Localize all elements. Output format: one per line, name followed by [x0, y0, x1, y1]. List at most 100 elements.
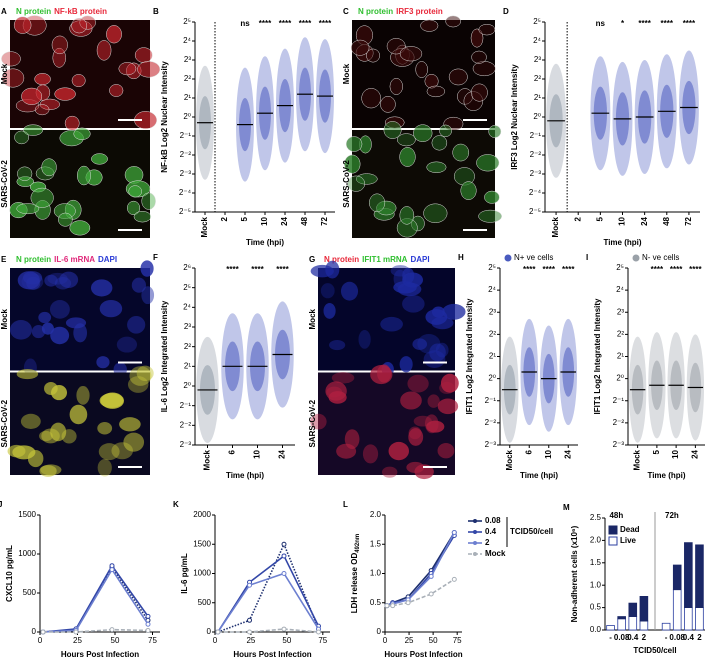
- cell: [31, 325, 46, 339]
- y-tick-label: 2⁻³: [530, 169, 542, 178]
- row-label: SARS-CoV-2: [308, 399, 317, 447]
- y-axis-label-text: LDH release OD: [350, 553, 359, 614]
- cell: [123, 432, 145, 452]
- cell: [128, 185, 142, 198]
- series-line: [42, 568, 149, 633]
- legend-label: N+ ve cells: [514, 253, 553, 262]
- significance: ****: [543, 265, 556, 274]
- y-tick-label: 2¹: [184, 361, 191, 370]
- significance: *: [621, 19, 625, 28]
- y-tick-label: 2⁻²: [485, 418, 497, 427]
- x-tick-label: 0.4: [627, 633, 639, 642]
- significance: ****: [523, 265, 536, 274]
- legend-swatch: [632, 254, 640, 262]
- micrograph: [10, 20, 150, 128]
- cell: [69, 404, 88, 425]
- cell: [426, 161, 447, 173]
- x-tick-label: Mock: [203, 449, 212, 470]
- y-tick-label: 2⁻⁴: [179, 188, 192, 197]
- y-axis-label: IL-6 pg/mL: [180, 553, 189, 594]
- y-tick-label: 2⁻³: [485, 440, 497, 449]
- cell: [23, 124, 44, 136]
- cell: [320, 283, 335, 299]
- x-tick-label: 24: [280, 216, 289, 225]
- y-tick-label: 0.5: [590, 603, 602, 612]
- cell: [448, 68, 468, 86]
- cell: [435, 342, 449, 358]
- cell: [99, 300, 123, 318]
- y-axis-label-text: IL-6 pg/mL: [180, 553, 189, 594]
- cell: [73, 127, 91, 140]
- y-tick-label: 2³: [184, 55, 191, 64]
- y-axis-label-text: IFIT1 Log2 Integrated Intensity: [465, 298, 474, 415]
- cell: [129, 366, 152, 386]
- cell: [470, 83, 488, 102]
- y-tick-label: 2⁵: [183, 283, 191, 292]
- legend-label: Live: [620, 536, 637, 545]
- y-tick-label: 2³: [184, 322, 191, 331]
- cell: [127, 376, 149, 393]
- row-label: SARS-CoV-2: [342, 160, 351, 208]
- y-axis-label: IRF3 Log2 Nuclear Intensity: [510, 64, 519, 170]
- x-tick-label: 5: [652, 449, 661, 454]
- bar-segment: [606, 625, 615, 631]
- significance: ****: [689, 265, 702, 274]
- cell: [20, 413, 41, 429]
- cell: [97, 458, 112, 477]
- cell: [44, 274, 58, 287]
- cell: [126, 200, 141, 216]
- significance: ****: [670, 265, 683, 274]
- cell: [362, 444, 379, 464]
- y-tick-label: 2⁵: [533, 17, 541, 26]
- cell: [137, 61, 161, 78]
- cell: [423, 203, 448, 223]
- y-tick-label: 0.0: [590, 625, 602, 634]
- y-tick-label: 2⁴: [183, 36, 191, 45]
- bar-segment: [628, 602, 638, 617]
- y-axis-label: CXCL10 pg/mL: [5, 545, 14, 602]
- panel-letter: G: [309, 255, 315, 264]
- y-tick-label: 2¹: [534, 93, 541, 102]
- bar-segment: [672, 589, 682, 631]
- point: [281, 626, 287, 632]
- cell: [344, 154, 361, 174]
- cell: [39, 98, 61, 111]
- cell: [61, 429, 77, 444]
- y-tick-label: 1000: [193, 569, 211, 578]
- panel-letter: H: [458, 253, 464, 262]
- cell: [96, 40, 112, 61]
- x-tick-label: -: [609, 633, 612, 642]
- y-tick-label: 2⁰: [183, 112, 191, 121]
- cell: [355, 173, 378, 185]
- panel-letter: F: [153, 253, 158, 262]
- cell: [386, 38, 406, 55]
- x-axis-label: Hours Post Infection: [384, 650, 462, 659]
- y-tick-label: 0: [377, 627, 382, 636]
- x-tick-label: 0: [383, 636, 388, 645]
- cell: [408, 426, 422, 440]
- y-tick-label: 2¹: [617, 352, 624, 361]
- legend-swatch: [504, 254, 512, 262]
- cell: [413, 415, 432, 427]
- y-tick-label: 2⁰: [533, 112, 541, 121]
- y-axis-label: LDH release OD492nm: [350, 534, 360, 613]
- y-axis-label: IL-6 Log2 Integrated Intensity: [160, 300, 169, 412]
- x-axis-label: Hours Post Infection: [61, 650, 139, 659]
- cell: [71, 17, 88, 34]
- cell: [431, 135, 448, 151]
- y-tick-label: 2⁵: [616, 263, 624, 272]
- cell: [90, 279, 113, 297]
- y-tick-label: 2²: [489, 329, 496, 338]
- cell: [402, 267, 415, 284]
- cell: [34, 73, 51, 86]
- stain-legend: N protein IRF3 protein: [358, 7, 443, 16]
- x-tick-label: 75: [318, 636, 327, 645]
- cell: [1, 51, 21, 67]
- significance: ****: [226, 265, 239, 274]
- point: [281, 541, 287, 547]
- cell: [452, 143, 470, 162]
- cell: [445, 15, 461, 28]
- bar-segment: [661, 622, 671, 631]
- row-label: Mock: [0, 308, 9, 329]
- cell: [116, 336, 138, 353]
